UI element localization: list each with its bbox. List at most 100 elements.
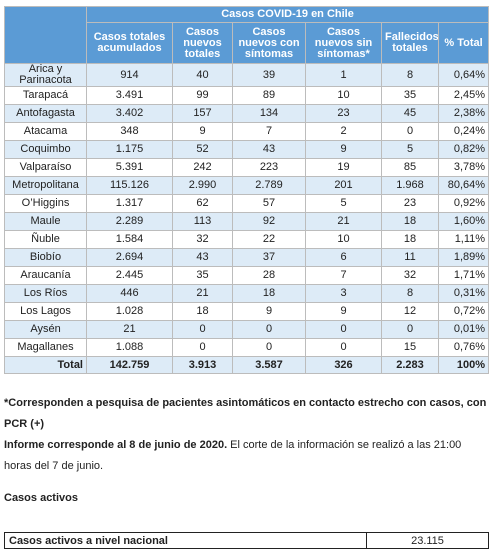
col-header-pct: % Total — [437, 22, 490, 64]
casos-con-sintomas-cell: 57 — [232, 194, 306, 213]
fallecidos-cell: 18 — [381, 212, 439, 231]
active-cases-value: 23.115 — [366, 532, 489, 549]
col-header-nuevos: Casos nuevos totales — [172, 22, 233, 64]
casos-con-sintomas-cell: 39 — [232, 63, 306, 87]
casos-sin-sintomas-cell: 201 — [305, 176, 382, 195]
casos-sin-sintomas-cell: 0 — [305, 338, 382, 357]
region-name-cell: Los Lagos — [4, 302, 87, 321]
casos-nuevos-cell: 9 — [172, 122, 233, 141]
casos-totales-cell: 5.391 — [86, 158, 173, 177]
pct-total-cell: 0,01% — [437, 320, 490, 339]
col-header-total: Casos totales acumulados — [86, 22, 173, 64]
fallecidos-cell: 23 — [381, 194, 439, 213]
total-label: Total — [4, 356, 87, 374]
fallecidos-cell: 11 — [381, 248, 439, 267]
region-name-cell: Los Ríos — [4, 284, 87, 303]
casos-con-sintomas-cell: 22 — [232, 230, 306, 249]
pct-total-cell: 0,31% — [437, 284, 490, 303]
fallecidos-cell: 32 — [381, 266, 439, 285]
fallecidos-cell: 1.968 — [381, 176, 439, 195]
pct-total-cell: 80,64% — [437, 176, 490, 195]
pct-total-cell: 1,11% — [437, 230, 490, 249]
casos-totales-cell: 446 — [86, 284, 173, 303]
table-row: Arica y Parinacota 914 40 39 1 8 0,64% — [4, 63, 490, 87]
pct-total-cell: 0,24% — [437, 122, 490, 141]
casos-nuevos-cell: 32 — [172, 230, 233, 249]
region-name-cell: Arica y Parinacota — [4, 63, 87, 87]
fallecidos-cell: 8 — [381, 284, 439, 303]
casos-nuevos-cell: 242 — [172, 158, 233, 177]
region-name-cell: Magallanes — [4, 338, 87, 357]
pct-total-cell: 0,82% — [437, 140, 490, 159]
casos-totales-cell: 115.126 — [86, 176, 173, 195]
casos-sin-sintomas-cell: 2 — [305, 122, 382, 141]
pct-total-cell: 1,89% — [437, 248, 490, 267]
casos-con-sintomas-cell: 0 — [232, 338, 306, 357]
table-row: Aysén 21 0 0 0 0 0,01% — [4, 320, 490, 339]
casos-nuevos-cell: 18 — [172, 302, 233, 321]
casos-sin-sintomas-cell: 9 — [305, 140, 382, 159]
region-name-cell: Valparaíso — [4, 158, 87, 177]
table-row: Magallanes 1.088 0 0 0 15 0,76% — [4, 338, 490, 357]
casos-con-sintomas-cell: 134 — [232, 104, 306, 123]
table-row: Ñuble 1.584 32 22 10 18 1,11% — [4, 230, 490, 249]
pct-total-cell: 1,60% — [437, 212, 490, 231]
active-cases-title: Casos activos — [4, 492, 78, 504]
casos-sin-sintomas-cell: 7 — [305, 266, 382, 285]
total-pct: 100% — [437, 356, 490, 374]
covid-cases-table: Casos COVID-19 en Chile Casos totales ac… — [4, 6, 490, 374]
casos-sin-sintomas-cell: 5 — [305, 194, 382, 213]
casos-sin-sintomas-cell: 23 — [305, 104, 382, 123]
casos-sin-sintomas-cell: 9 — [305, 302, 382, 321]
region-name-cell: Ñuble — [4, 230, 87, 249]
col-header-sin-sintomas: Casos nuevos sin síntomas* — [305, 22, 382, 64]
table-row: Coquimbo 1.175 52 43 9 5 0,82% — [4, 140, 490, 159]
pct-total-cell: 2,45% — [437, 86, 490, 105]
pct-total-cell: 0,72% — [437, 302, 490, 321]
region-name-cell: Maule — [4, 212, 87, 231]
table-row: Tarapacá 3.491 99 89 10 35 2,45% — [4, 86, 490, 105]
report-date-bold: Informe corresponde al 8 de junio de 202… — [4, 439, 228, 451]
total-casos-totales: 142.759 — [86, 356, 173, 374]
casos-con-sintomas-cell: 18 — [232, 284, 306, 303]
casos-totales-cell: 2.694 — [86, 248, 173, 267]
casos-nuevos-cell: 52 — [172, 140, 233, 159]
active-cases-label: Casos activos a nivel nacional — [4, 532, 367, 549]
report-date-rest: El corte de la información se realizó a … — [4, 439, 462, 472]
casos-con-sintomas-cell: 2.789 — [232, 176, 306, 195]
casos-con-sintomas-cell: 223 — [232, 158, 306, 177]
casos-totales-cell: 914 — [86, 63, 173, 87]
table-row: Maule 2.289 113 92 21 18 1,60% — [4, 212, 490, 231]
pct-total-cell: 3,78% — [437, 158, 490, 177]
region-name-cell: Antofagasta — [4, 104, 87, 123]
fallecidos-cell: 5 — [381, 140, 439, 159]
casos-sin-sintomas-cell: 21 — [305, 212, 382, 231]
casos-sin-sintomas-cell: 1 — [305, 63, 382, 87]
pct-total-cell: 0,64% — [437, 63, 490, 87]
notes-section: *Corresponden a pesquisa de pacientes as… — [4, 393, 488, 477]
casos-totales-cell: 1.584 — [86, 230, 173, 249]
casos-nuevos-cell: 43 — [172, 248, 233, 267]
footnote-text: *Corresponden a pesquisa de pacientes as… — [4, 397, 487, 430]
table-row: O’Higgins 1.317 62 57 5 23 0,92% — [4, 194, 490, 213]
casos-totales-cell: 2.445 — [86, 266, 173, 285]
casos-totales-cell: 1.028 — [86, 302, 173, 321]
total-sin-sintomas: 326 — [305, 356, 382, 374]
table-row: Biobío 2.694 43 37 6 11 1,89% — [4, 248, 490, 267]
casos-nuevos-cell: 113 — [172, 212, 233, 231]
region-name-cell: Araucanía — [4, 266, 87, 285]
fallecidos-cell: 45 — [381, 104, 439, 123]
fallecidos-cell: 0 — [381, 320, 439, 339]
region-name-cell: O’Higgins — [4, 194, 87, 213]
casos-totales-cell: 3.491 — [86, 86, 173, 105]
casos-totales-cell: 1.088 — [86, 338, 173, 357]
casos-nuevos-cell: 0 — [172, 320, 233, 339]
table-row: Metropolitana 115.126 2.990 2.789 201 1.968 80… — [4, 176, 490, 195]
casos-sin-sintomas-cell: 0 — [305, 320, 382, 339]
region-name-cell: Metropolitana — [4, 176, 87, 195]
fallecidos-cell: 35 — [381, 86, 439, 105]
casos-totales-cell: 21 — [86, 320, 173, 339]
casos-con-sintomas-cell: 89 — [232, 86, 306, 105]
fallecidos-cell: 0 — [381, 122, 439, 141]
table-row: Los Lagos 1.028 18 9 9 12 0,72% — [4, 302, 490, 321]
